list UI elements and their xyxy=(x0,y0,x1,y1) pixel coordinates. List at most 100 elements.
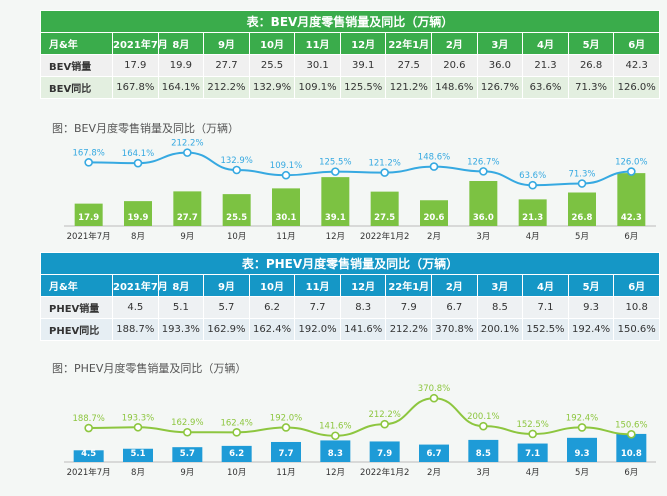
month-header-cell: 4月 xyxy=(522,274,569,297)
yoy-point xyxy=(479,421,488,431)
phev-yoy-cell: 370.8% xyxy=(431,318,478,341)
bar xyxy=(221,445,252,462)
yoy-point xyxy=(627,167,636,176)
phev-sales-cell: 6.7 xyxy=(431,296,478,319)
bev-yoy-cell: 126.7% xyxy=(476,76,524,99)
yoy-label: 188.7% xyxy=(72,414,104,424)
month-header-cell: 3月 xyxy=(476,32,524,55)
bar xyxy=(74,203,103,226)
phev-header-label: 月&年 xyxy=(40,274,113,297)
x-tick-label: 2022年1月2 xyxy=(360,467,409,478)
month-header-cell: 2月 xyxy=(431,32,478,55)
yoy-label: 148.6% xyxy=(418,153,450,163)
bar xyxy=(370,191,399,226)
yoy-point xyxy=(183,148,192,157)
yoy-label: 162.4% xyxy=(220,418,252,428)
month-header-cell: 22年1月 xyxy=(385,32,433,55)
bev-chart: 17.9 19.9 27.7 25.5 30.1 39.1 27.5 20.6 36.0 21.3… xyxy=(64,139,656,242)
phev-yoy-cell: 193.3% xyxy=(157,318,205,341)
bar-value-label: 19.9 xyxy=(128,213,149,223)
x-tick-label: 4月 xyxy=(526,232,540,242)
yoy-point xyxy=(479,167,488,176)
phev-sales-cell: 7.7 xyxy=(294,296,341,319)
bar xyxy=(419,444,449,462)
phev-table: 表：PHEV月度零售销量及同比（万辆） 月&年 2021年7月 8月 9月 10月 11月… xyxy=(40,252,660,341)
yoy-label: 200.1% xyxy=(467,412,499,422)
yoy-label: 141.6% xyxy=(319,422,351,432)
bev-table: 表：BEV月度零售销量及同比（万辆） 月&年 2021年7月 8月 9月 10月 11月 1… xyxy=(40,10,660,99)
phev-yoy-cell: 192.0% xyxy=(294,318,341,341)
bev-yoy-cell: 212.2% xyxy=(203,76,250,99)
bev-sales-cell: 17.9 xyxy=(112,54,159,77)
yoy-label: 150.6% xyxy=(615,420,647,430)
yoy-label: 71.3% xyxy=(568,170,595,180)
month-header-cell: 10月 xyxy=(248,32,296,55)
phev-sales-cell: 10.8 xyxy=(613,296,660,319)
x-tick-label: 10月 xyxy=(227,468,246,478)
bev-yoy-cell: 71.3% xyxy=(567,76,615,99)
phev-sales-cell: 5.7 xyxy=(203,296,250,319)
phev-yoy-cell: 188.7% xyxy=(112,318,159,341)
bev-yoy-cell: 121.2% xyxy=(385,76,433,99)
month-header-cell: 6月 xyxy=(613,32,660,55)
phev-yoy-cell: 162.4% xyxy=(248,318,296,341)
yoy-label: 63.6% xyxy=(519,171,546,181)
bar xyxy=(173,191,202,226)
phev-yoy-cell: 192.4% xyxy=(567,318,615,341)
x-tick-label: 8月 xyxy=(131,232,145,242)
bar-value-label: 9.3 xyxy=(574,449,589,459)
month-header-cell: 9月 xyxy=(203,32,250,55)
bar xyxy=(369,441,400,462)
bar-value-label: 36.0 xyxy=(473,213,494,223)
bar-value-label: 8.5 xyxy=(476,449,491,459)
x-tick-label: 12月 xyxy=(326,232,345,242)
month-header-cell: 5月 xyxy=(567,32,615,55)
yoy-point xyxy=(380,419,389,429)
phev-sales-cell: 8.3 xyxy=(339,296,387,319)
phev-table-title: 表：PHEV月度零售销量及同比（万辆） xyxy=(40,252,660,275)
bar-value-label: 7.7 xyxy=(278,449,293,459)
bev-yoy-cell: 148.6% xyxy=(431,76,478,99)
yoy-point xyxy=(133,158,143,168)
month-header-cell: 11月 xyxy=(294,32,341,55)
yoy-point xyxy=(183,427,192,437)
bev-yoy-cell: 132.9% xyxy=(248,76,296,99)
yoy-point xyxy=(232,428,241,437)
bar xyxy=(321,177,350,226)
bar xyxy=(518,199,547,226)
bev-sales-cell: 26.8 xyxy=(567,54,615,77)
bar-value-label: 10.8 xyxy=(621,449,642,459)
month-header-cell: 8月 xyxy=(157,32,205,55)
yoy-point xyxy=(281,170,291,180)
bar-value-label: 27.7 xyxy=(177,213,198,223)
bev-yoy-cell: 125.5% xyxy=(339,76,387,99)
x-tick-label: 2021年7月 xyxy=(67,467,111,478)
bar-value-label: 17.9 xyxy=(78,213,99,223)
bar-value-label: 25.5 xyxy=(226,213,247,223)
month-header-cell: 22年1月 xyxy=(385,274,433,297)
yoy-label: 125.5% xyxy=(319,158,351,168)
bev-yoy-cell: 167.8% xyxy=(112,76,159,99)
phev-yoy-label: PHEV同比 xyxy=(40,318,113,341)
phev-yoy-cell: 212.2% xyxy=(385,318,433,341)
bev-chart-caption: 图：BEV月度零售销量及同比（万辆） xyxy=(52,122,240,135)
month-header-cell: 11月 xyxy=(294,274,341,297)
month-header-cell: 8月 xyxy=(157,274,205,297)
bar xyxy=(222,194,251,226)
phev-yoy-cell: 141.6% xyxy=(339,318,387,341)
bar xyxy=(320,440,351,462)
bar-value-label: 21.3 xyxy=(522,213,543,223)
yoy-point xyxy=(84,423,93,433)
yoy-point xyxy=(281,423,291,432)
bev-sales-cell: 27.5 xyxy=(385,54,433,77)
phev-sales-cell: 5.1 xyxy=(157,296,205,319)
bev-sales-cell: 30.1 xyxy=(294,54,341,77)
x-tick-label: 5月 xyxy=(575,232,589,242)
yoy-line xyxy=(88,151,632,187)
phev-sales-cell: 7.1 xyxy=(522,296,569,319)
bev-yoy-cell: 63.6% xyxy=(522,76,569,99)
month-header-cell: 10月 xyxy=(248,274,296,297)
x-tick-label: 8月 xyxy=(131,468,145,478)
yoy-point xyxy=(380,168,389,177)
